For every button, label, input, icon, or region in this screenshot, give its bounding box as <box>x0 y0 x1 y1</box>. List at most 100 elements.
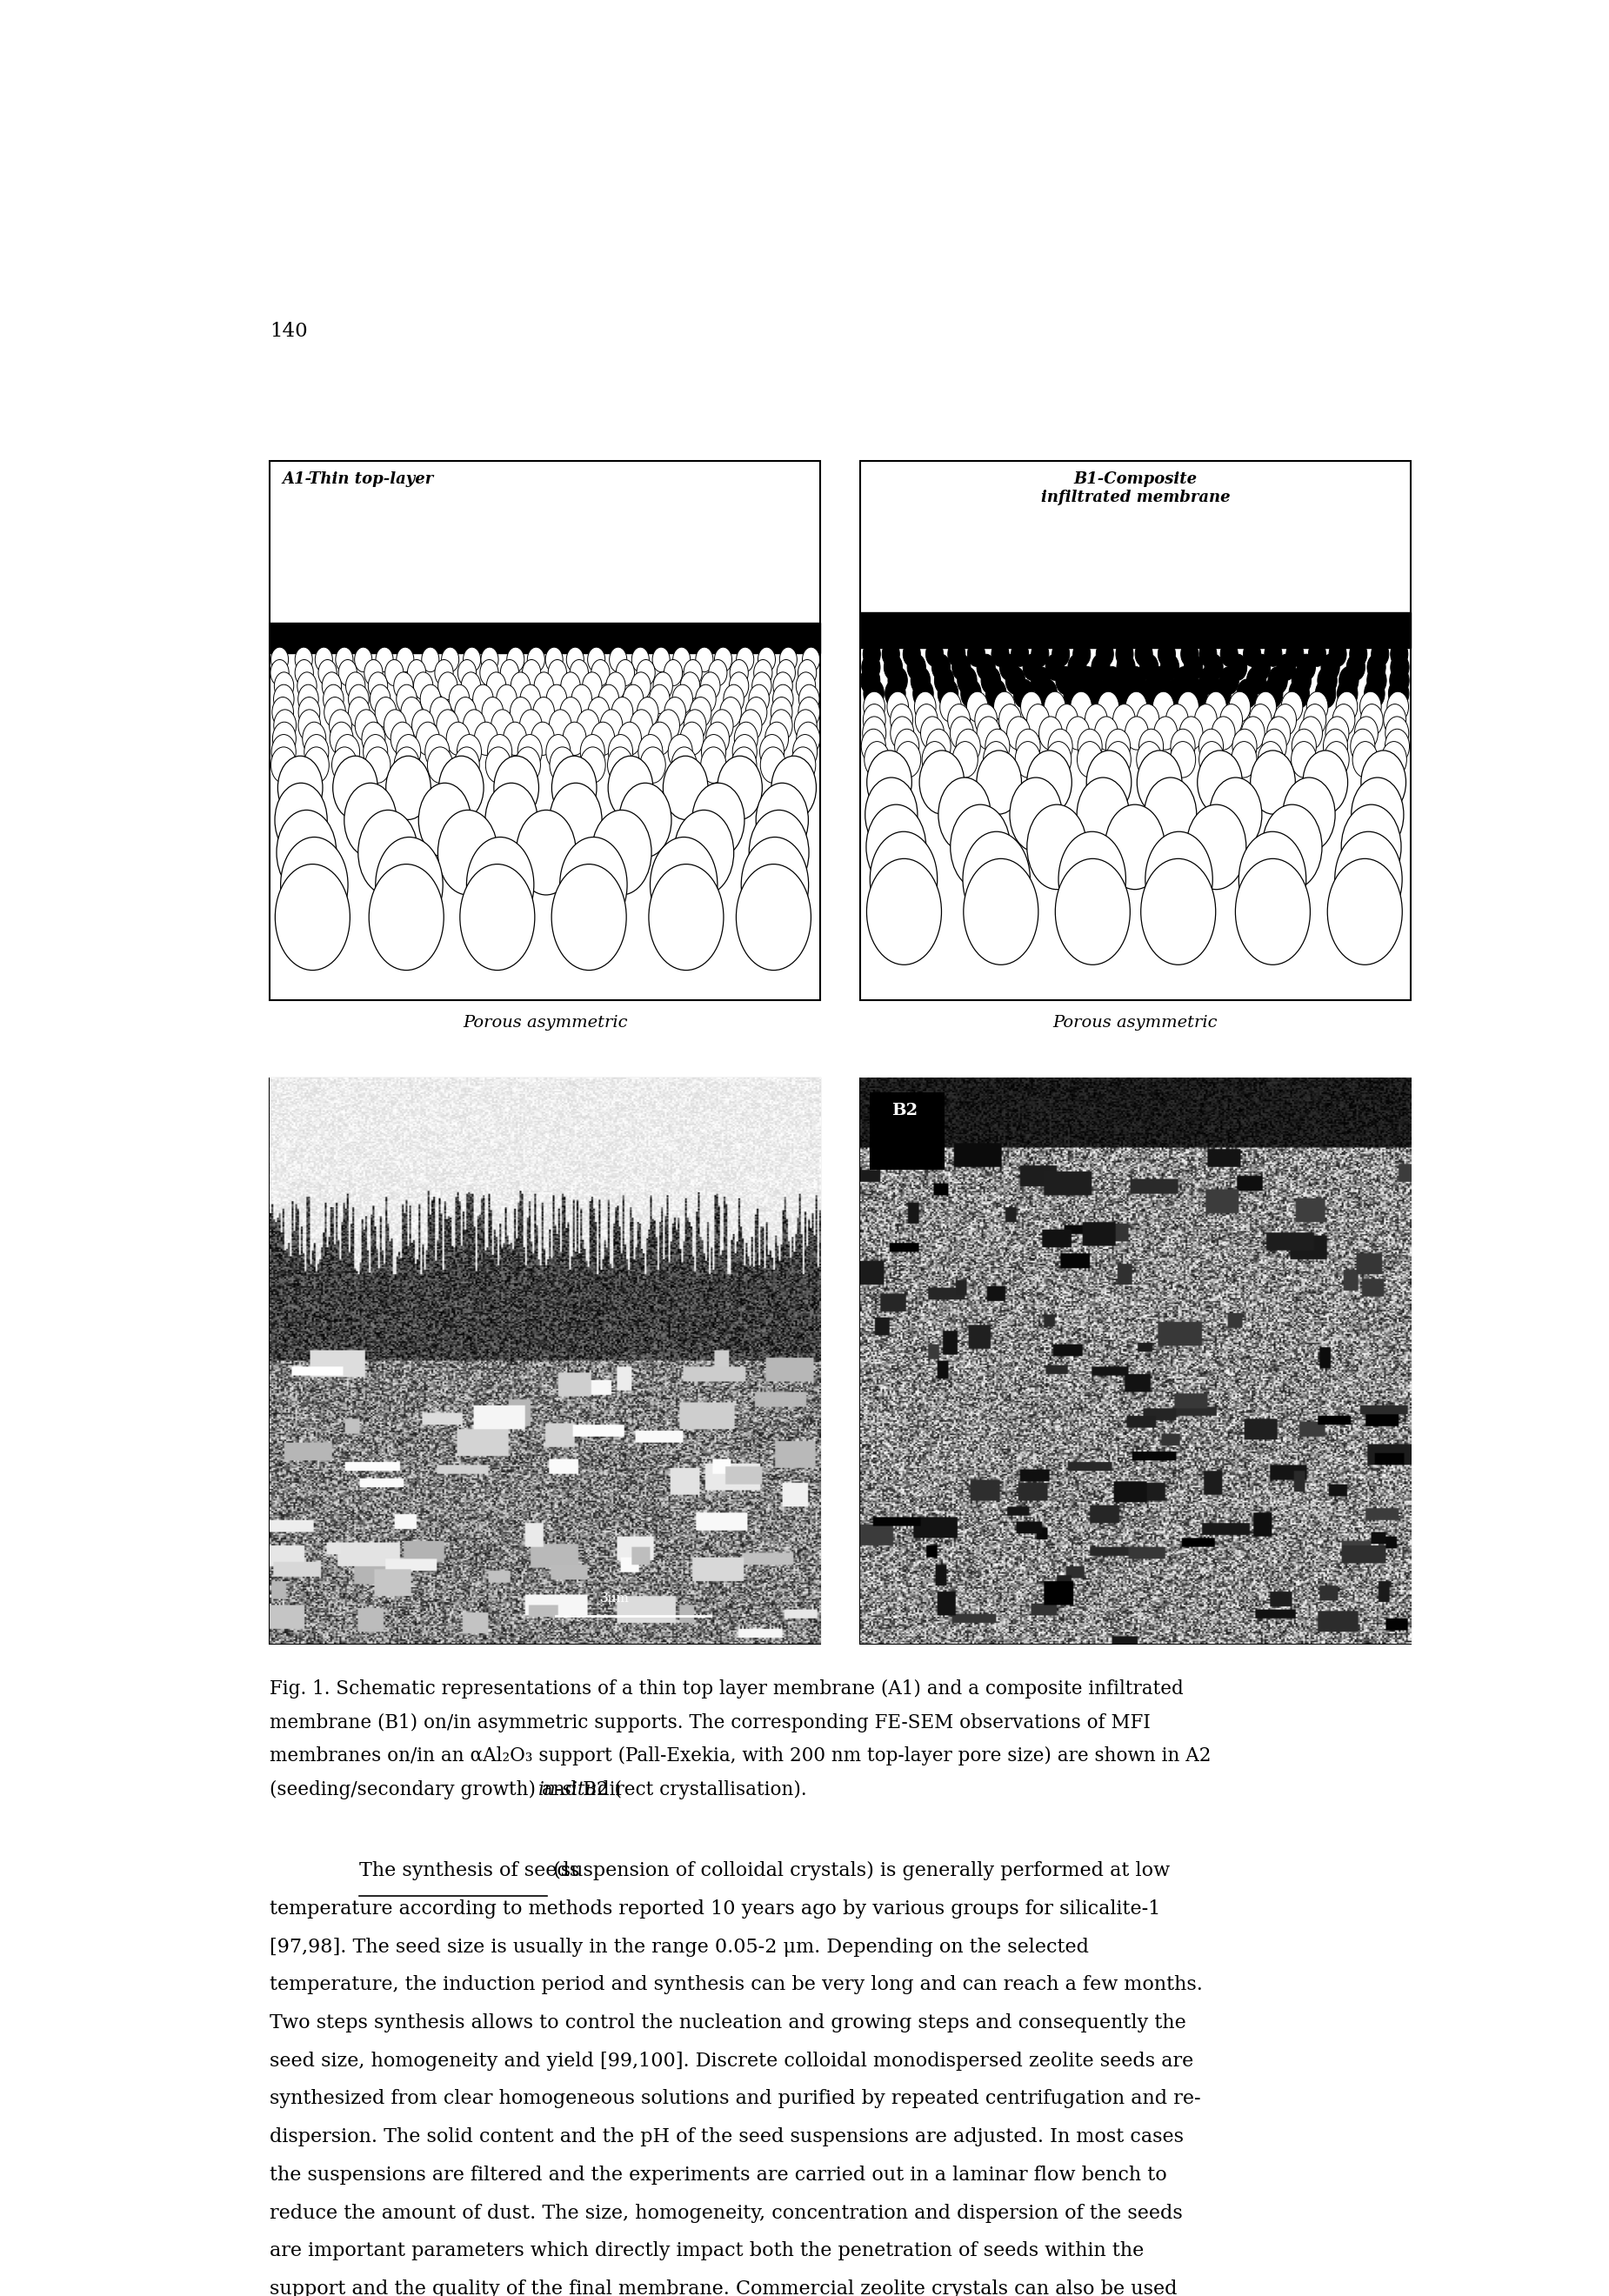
Circle shape <box>1220 641 1237 666</box>
Circle shape <box>618 721 642 755</box>
Circle shape <box>608 746 632 783</box>
Circle shape <box>608 755 653 820</box>
Circle shape <box>862 641 880 666</box>
Circle shape <box>531 721 555 755</box>
Circle shape <box>1046 654 1064 680</box>
Circle shape <box>434 659 454 687</box>
Circle shape <box>1364 680 1385 707</box>
Circle shape <box>396 684 417 714</box>
Circle shape <box>302 721 327 755</box>
Circle shape <box>272 735 296 769</box>
Circle shape <box>364 659 383 687</box>
Circle shape <box>1165 680 1184 707</box>
Circle shape <box>1150 666 1170 693</box>
Circle shape <box>957 666 977 693</box>
Circle shape <box>1175 666 1194 693</box>
Circle shape <box>975 705 998 737</box>
Circle shape <box>549 709 571 742</box>
Text: A1-Thin top-layer: A1-Thin top-layer <box>282 471 434 487</box>
Circle shape <box>1385 730 1409 765</box>
Circle shape <box>455 698 476 728</box>
Circle shape <box>994 691 1015 721</box>
Circle shape <box>867 751 912 815</box>
Circle shape <box>365 746 391 783</box>
Circle shape <box>1210 778 1261 852</box>
Circle shape <box>798 684 819 714</box>
Circle shape <box>1152 691 1175 721</box>
Circle shape <box>885 680 906 707</box>
Circle shape <box>438 673 457 700</box>
Circle shape <box>1126 666 1146 693</box>
Circle shape <box>1044 691 1065 721</box>
Circle shape <box>1170 742 1195 778</box>
Text: (suspension of colloidal crystals) is generally performed at low: (suspension of colloidal crystals) is ge… <box>547 1862 1170 1880</box>
Circle shape <box>1335 691 1358 721</box>
Circle shape <box>1068 654 1086 680</box>
Circle shape <box>1187 680 1207 707</box>
Circle shape <box>1020 691 1043 721</box>
Circle shape <box>1112 680 1133 707</box>
Circle shape <box>496 684 516 714</box>
Circle shape <box>940 691 961 721</box>
Circle shape <box>1298 716 1323 751</box>
Circle shape <box>920 716 944 751</box>
Circle shape <box>298 698 320 728</box>
Circle shape <box>938 778 991 852</box>
Circle shape <box>364 735 388 769</box>
Circle shape <box>700 673 721 700</box>
Circle shape <box>1113 705 1136 737</box>
Circle shape <box>790 746 816 783</box>
Circle shape <box>500 659 518 687</box>
Circle shape <box>481 698 504 728</box>
Text: temperature according to methods reported 10 years ago by various groups for sil: temperature according to methods reporte… <box>270 1899 1160 1919</box>
Circle shape <box>1205 654 1223 680</box>
Circle shape <box>1355 716 1377 751</box>
Circle shape <box>1117 654 1134 680</box>
Circle shape <box>1160 654 1179 680</box>
Circle shape <box>323 698 346 728</box>
Circle shape <box>1076 778 1130 852</box>
Circle shape <box>619 783 671 856</box>
Circle shape <box>438 810 497 895</box>
Circle shape <box>1052 641 1070 666</box>
Bar <box>861 613 1411 647</box>
Circle shape <box>729 673 748 700</box>
Circle shape <box>761 746 785 783</box>
Circle shape <box>1091 654 1110 680</box>
Circle shape <box>1352 778 1403 852</box>
Circle shape <box>481 647 499 673</box>
Circle shape <box>864 680 883 707</box>
Circle shape <box>1390 654 1409 680</box>
Circle shape <box>600 709 623 742</box>
Circle shape <box>1078 666 1097 693</box>
Circle shape <box>274 684 294 714</box>
Circle shape <box>563 721 586 755</box>
Circle shape <box>991 641 1009 666</box>
Circle shape <box>977 716 1001 751</box>
Circle shape <box>673 647 690 673</box>
Circle shape <box>949 716 973 751</box>
Circle shape <box>1361 705 1384 737</box>
Circle shape <box>967 691 988 721</box>
Circle shape <box>1261 804 1323 889</box>
Text: direct crystallisation).: direct crystallisation). <box>592 1779 808 1800</box>
Circle shape <box>870 831 938 928</box>
Circle shape <box>737 647 755 673</box>
Circle shape <box>1064 680 1084 707</box>
Circle shape <box>1347 654 1364 680</box>
Circle shape <box>665 698 685 728</box>
Circle shape <box>275 783 327 856</box>
Circle shape <box>545 735 571 769</box>
Circle shape <box>796 673 816 700</box>
Circle shape <box>441 647 459 673</box>
Circle shape <box>862 654 880 680</box>
Circle shape <box>1371 641 1389 666</box>
Circle shape <box>407 659 426 687</box>
Circle shape <box>1205 691 1226 721</box>
Circle shape <box>718 755 763 820</box>
Circle shape <box>1094 716 1118 751</box>
Circle shape <box>1303 705 1326 737</box>
Circle shape <box>272 721 296 755</box>
Circle shape <box>1268 666 1287 693</box>
Circle shape <box>1171 730 1195 765</box>
